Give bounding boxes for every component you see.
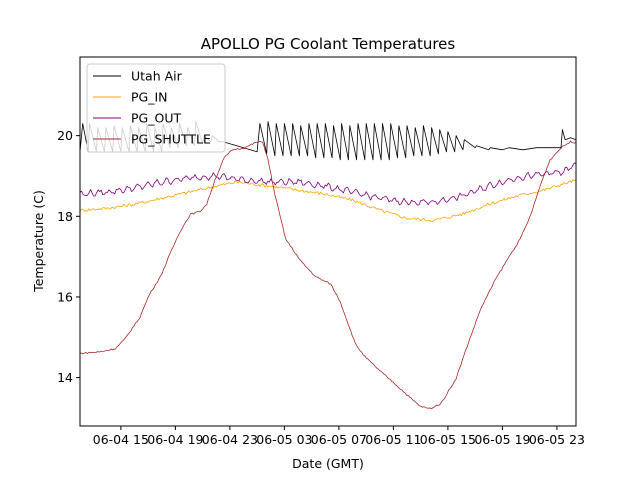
axes-frame <box>79 56 577 427</box>
legend-label: Utah Air <box>131 69 183 84</box>
series-line-pg-shuttle <box>79 140 577 410</box>
chart-title: APOLLO PG Coolant Temperatures <box>201 35 456 53</box>
legend-label: PG_SHUTTLE <box>131 132 211 147</box>
x-tick-label: 06-05 11 <box>365 432 421 447</box>
x-tick-label: 06-04 23 <box>202 432 258 447</box>
y-tick-label: 18 <box>57 209 73 224</box>
x-tick-label: 06-05 23 <box>529 432 585 447</box>
y-axis-label: Temperature (C) <box>31 190 46 293</box>
series-line-pg-out <box>79 162 577 206</box>
x-axis-label: Date (GMT) <box>292 456 364 471</box>
series-group <box>79 121 577 410</box>
x-tick-label: 06-05 15 <box>420 432 476 447</box>
x-tick-label: 06-05 03 <box>256 432 312 447</box>
y-tick-label: 20 <box>57 128 73 143</box>
x-tick-label: 06-04 15 <box>93 432 149 447</box>
legend-label: PG_IN <box>131 90 168 105</box>
x-tick-label: 06-04 19 <box>147 432 203 447</box>
x-tick-label: 06-05 19 <box>474 432 530 447</box>
series-line-pg-in <box>79 179 577 222</box>
y-axis: 14 16 18 20 <box>57 128 80 385</box>
x-tick-label: 06-05 07 <box>311 432 367 447</box>
legend-label: PG_OUT <box>131 111 181 126</box>
legend-box <box>86 63 226 153</box>
legend: Utah Air PG_IN PG_OUT PG_SHUTTLE <box>86 63 226 153</box>
y-tick-label: 14 <box>57 370 73 385</box>
y-tick-label: 16 <box>57 289 73 304</box>
